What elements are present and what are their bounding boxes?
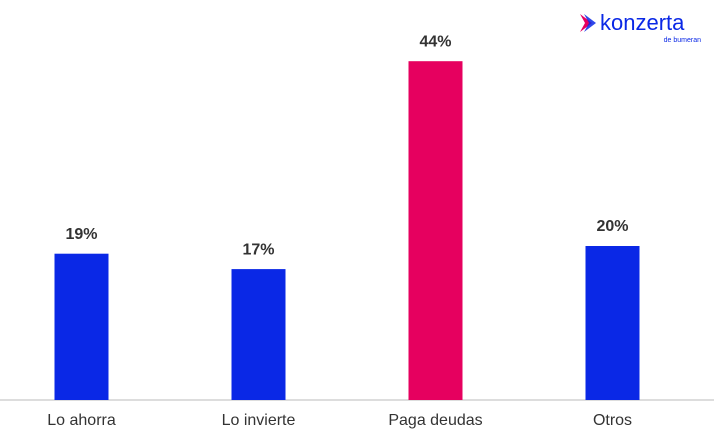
logo-tagline: de bumeran bbox=[664, 37, 701, 44]
bar bbox=[408, 61, 463, 400]
bar bbox=[54, 253, 109, 400]
bar bbox=[585, 246, 640, 400]
bar bbox=[231, 269, 286, 400]
value-label: 19% bbox=[65, 226, 97, 243]
x-tick-label: Lo ahorra bbox=[47, 412, 116, 429]
logo-mark bbox=[584, 14, 596, 32]
value-label: 20% bbox=[596, 218, 628, 235]
logo: konzerta de bumeran bbox=[580, 10, 701, 44]
logo-mark bbox=[580, 14, 592, 32]
x-tick-label: Paga deudas bbox=[388, 412, 482, 429]
value-label: 17% bbox=[242, 241, 274, 258]
x-tick-label: Lo invierte bbox=[222, 412, 296, 429]
value-label: 44% bbox=[419, 33, 451, 50]
logo-name: konzerta bbox=[600, 10, 685, 35]
x-tick-label: Otros bbox=[593, 412, 632, 429]
